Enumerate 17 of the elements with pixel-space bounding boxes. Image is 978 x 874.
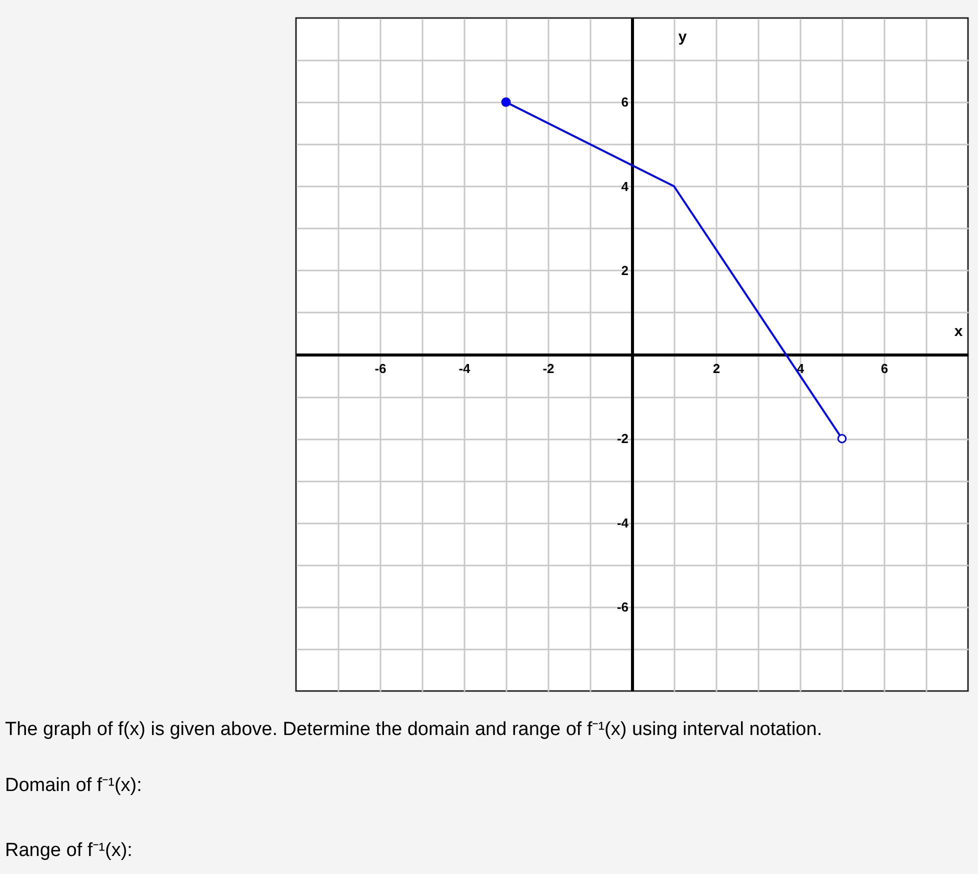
x-tick-label: -2 (542, 361, 554, 376)
text: The graph of f(x) is given above. Determine the domain and range of f⁻¹(x) using interval notation. (5, 719, 822, 740)
x-tick-label: 6 (880, 361, 888, 376)
x-tick-label: -6 (374, 361, 386, 376)
y-tick-label: -4 (616, 515, 630, 530)
y-axis-title: y (678, 28, 688, 46)
y-tick-label: 2 (621, 262, 628, 278)
y-tick-label: -6 (616, 599, 628, 614)
y-tick-label: -2 (616, 431, 628, 446)
y-tick-label: 6 (621, 94, 628, 110)
x-tick-label: 2 (712, 361, 720, 376)
x-tick-label: 4 (796, 361, 805, 376)
text: Range of f⁻¹(x): (5, 840, 132, 861)
x-tick-label: -4 (458, 361, 472, 376)
y-tick-label: 4 (621, 178, 630, 194)
x-axis-title: x (954, 323, 964, 340)
text: Domain of f⁻¹(x): (5, 775, 142, 796)
